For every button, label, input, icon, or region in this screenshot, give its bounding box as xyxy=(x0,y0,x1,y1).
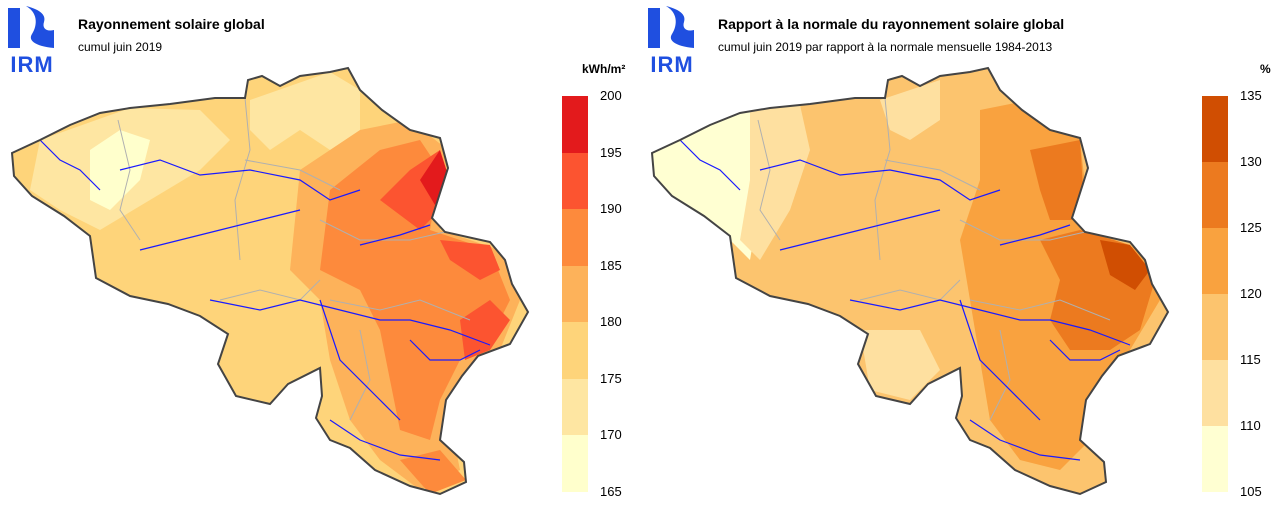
legend-swatch xyxy=(1202,228,1228,294)
legend-label: 170 xyxy=(600,427,622,443)
map-subtitle: cumul juin 2019 xyxy=(78,40,163,54)
province-boundaries xyxy=(117,97,471,421)
legend-label: 120 xyxy=(1240,286,1262,301)
legend-label: 180 xyxy=(600,314,622,330)
solar-radiation-map-panel: IRM Rayonnement solaire global cumul jui… xyxy=(6,4,626,499)
legend-swatch xyxy=(1202,426,1228,492)
belgium-map xyxy=(651,67,1169,495)
legend-swatch xyxy=(562,435,588,492)
legend-label: 195 xyxy=(600,144,622,160)
irm-logo-text: IRM xyxy=(650,52,694,77)
belgium-map xyxy=(11,67,529,495)
legend-label: 110 xyxy=(1240,418,1261,433)
irm-logo-icon xyxy=(8,6,54,48)
legend-swatch xyxy=(562,378,588,436)
irm-logo: IRM xyxy=(6,4,58,77)
irm-logo-icon xyxy=(648,6,694,48)
legend-swatch xyxy=(562,322,588,379)
legend-swatch xyxy=(1202,162,1228,228)
legend-swatch xyxy=(1202,294,1228,360)
map-subtitle: cumul juin 2019 par rapport à la normale… xyxy=(718,40,1053,54)
legend-label: 115 xyxy=(1240,352,1261,367)
irm-logo: IRM xyxy=(646,4,698,77)
legend-label: 185 xyxy=(600,257,622,273)
map-title: Rayonnement solaire global xyxy=(78,16,265,32)
legend-unit: kWh/m² xyxy=(582,62,626,76)
legend-label: 190 xyxy=(600,201,622,217)
legend-label: 135 xyxy=(1240,88,1262,103)
legend-label: 105 xyxy=(1240,484,1262,499)
legend-swatch xyxy=(562,209,588,266)
legend-label: 130 xyxy=(1240,154,1262,169)
river-network xyxy=(679,139,1131,461)
legend-label: 165 xyxy=(600,484,622,499)
legend-swatch xyxy=(1202,96,1228,162)
river-network xyxy=(39,139,491,461)
legend-swatch xyxy=(562,152,588,210)
legend-swatch xyxy=(562,265,588,323)
legend-unit: % xyxy=(1260,62,1271,76)
legend-label: 175 xyxy=(600,370,622,386)
solar-radiation-ratio-map-panel: IRM Rapport à la normale du rayonnement … xyxy=(640,0,1280,507)
legend-label: 200 xyxy=(600,88,622,103)
irm-logo-text: IRM xyxy=(10,52,54,77)
legend-label: 125 xyxy=(1240,220,1262,235)
legend-swatch xyxy=(1202,360,1228,426)
map-title: Rapport à la normale du rayonnement sola… xyxy=(718,16,1065,32)
legend-swatch xyxy=(562,96,588,153)
province-boundaries xyxy=(757,97,1111,421)
